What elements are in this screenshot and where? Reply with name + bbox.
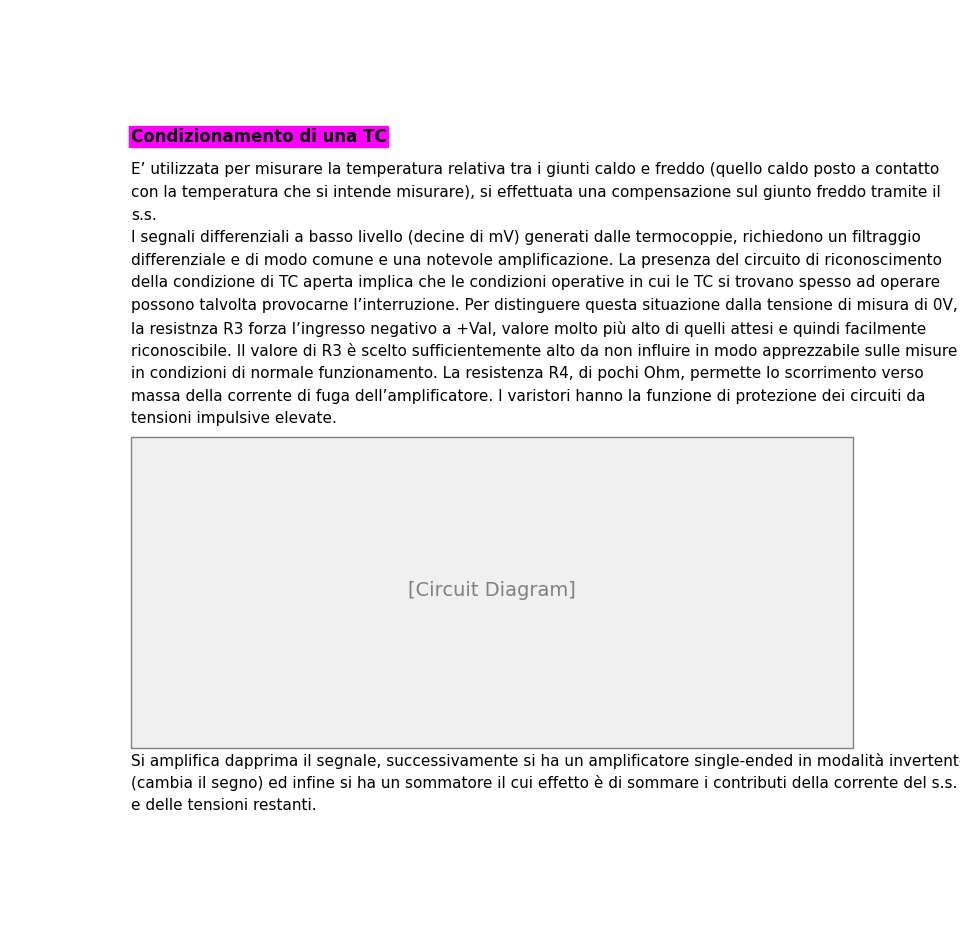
Text: Condizionamento di una TC: Condizionamento di una TC (132, 128, 387, 146)
Text: massa della corrente di fuga dell’amplificatore. I varistori hanno la funzione d: massa della corrente di fuga dell’amplif… (132, 388, 925, 404)
Text: possono talvolta provocarne l’interruzione. Per distinguere questa situazione da: possono talvolta provocarne l’interruzio… (132, 298, 958, 313)
Text: tensioni impulsive elevate.: tensioni impulsive elevate. (132, 411, 337, 426)
Text: la resistnza R3 forza l’ingresso negativo a +Val, valore molto più alto di quell: la resistnza R3 forza l’ingresso negativ… (132, 321, 926, 337)
Text: s.s.: s.s. (132, 207, 156, 222)
Text: della condizione di TC aperta implica che le condizioni operative in cui le TC s: della condizione di TC aperta implica ch… (132, 275, 940, 290)
Text: Si amplifica dapprima il segnale, successivamente si ha un amplificatore single-: Si amplifica dapprima il segnale, succes… (132, 753, 960, 769)
Text: differenziale e di modo comune e una notevole amplificazione. La presenza del ci: differenziale e di modo comune e una not… (132, 253, 942, 268)
Text: in condizioni di normale funzionamento. La resistenza R4, di pochi Ohm, permette: in condizioni di normale funzionamento. … (132, 366, 924, 381)
FancyBboxPatch shape (132, 438, 852, 747)
Text: e delle tensioni restanti.: e delle tensioni restanti. (132, 798, 317, 813)
Text: con la temperatura che si intende misurare), si effettuata una compensazione sul: con la temperatura che si intende misura… (132, 185, 941, 200)
Text: I segnali differenziali a basso livello (decine di mV) generati dalle termocoppi: I segnali differenziali a basso livello … (132, 230, 921, 245)
Text: E’ utilizzata per misurare la temperatura relativa tra i giunti caldo e freddo (: E’ utilizzata per misurare la temperatur… (132, 162, 940, 177)
Text: [Circuit Diagram]: [Circuit Diagram] (408, 581, 576, 600)
Text: riconoscibile. Il valore di R3 è scelto sufficientemente alto da non influire in: riconoscibile. Il valore di R3 è scelto … (132, 343, 957, 359)
Text: (cambia il segno) ed infine si ha un sommatore il cui effetto è di sommare i con: (cambia il segno) ed infine si ha un som… (132, 775, 957, 791)
